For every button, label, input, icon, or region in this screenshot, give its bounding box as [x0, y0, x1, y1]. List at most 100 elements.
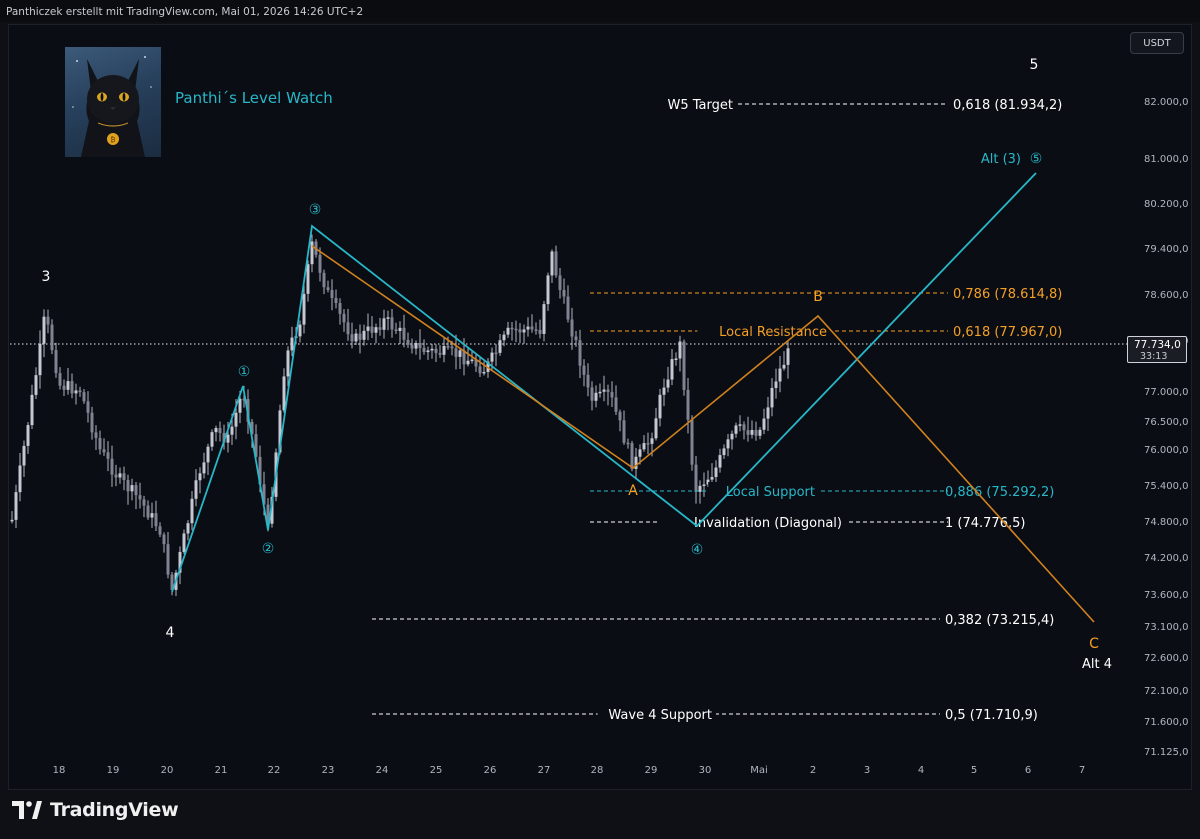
candle-body	[342, 313, 346, 323]
candle-body	[22, 445, 26, 466]
candle-body	[590, 387, 594, 401]
candle-body	[210, 432, 214, 447]
chart-pane[interactable]	[8, 24, 1192, 790]
candle-body	[230, 426, 234, 435]
candle-body	[282, 376, 286, 411]
candle-body	[162, 534, 166, 545]
tradingview-logo[interactable]: TradingView	[12, 797, 179, 823]
candle-body	[438, 352, 442, 355]
candle-body	[358, 333, 362, 340]
fib-level-value: 0,786 (78.614,8)	[953, 287, 1062, 302]
candle-body	[46, 316, 50, 325]
candle-body	[698, 485, 702, 492]
price-tick-label: 71.600,0	[1144, 717, 1189, 728]
time-tick-label: 27	[538, 765, 551, 776]
candle-body	[746, 430, 750, 435]
candle-body	[770, 387, 774, 408]
time-tick-label: 23	[322, 765, 335, 776]
candle-body	[90, 412, 94, 433]
candle-body	[526, 326, 530, 330]
time-axis[interactable]: 18 19 20 21 22 23 24 25 26 27 28 29 30 Mai 2 3 4 5 6 7	[53, 765, 1086, 776]
candle-body	[370, 326, 374, 333]
wave-label: 5	[1030, 57, 1039, 73]
wave-label: C	[1089, 636, 1099, 652]
candle-body	[786, 348, 790, 365]
candle-body	[758, 429, 762, 436]
candle-body	[82, 392, 86, 402]
candle-body	[630, 443, 634, 469]
candle-body	[778, 368, 782, 382]
candle-body	[454, 348, 458, 357]
candle-body	[762, 418, 766, 430]
candle-body	[710, 477, 714, 480]
candle-body	[242, 398, 246, 401]
candle-body	[634, 456, 638, 469]
candle-body	[58, 373, 62, 386]
price-tick-label: 74.200,0	[1144, 553, 1189, 564]
fib-level-value: 0,618 (81.934,2)	[953, 98, 1062, 113]
price-axis[interactable]: 82.000,0 81.000,0 80.200,0 79.400,0 78.600,0…	[1144, 97, 1189, 758]
candle-body	[706, 479, 710, 485]
current-price-badge: 77.734,0 33:13	[1127, 336, 1187, 363]
candle-body	[742, 424, 746, 431]
time-tick-label: 22	[268, 765, 281, 776]
candle-body	[298, 324, 302, 337]
time-tick-label: 28	[591, 765, 604, 776]
candle-body	[382, 318, 386, 330]
candle-body	[450, 346, 454, 349]
candle-body	[74, 390, 78, 394]
candle-body	[186, 523, 190, 534]
elliott-wave-impulse[interactable]	[171, 172, 1037, 593]
candle-body	[170, 574, 174, 590]
candle-body	[614, 397, 618, 412]
candle-body	[18, 465, 22, 493]
candle-body	[482, 371, 486, 374]
candle-body	[682, 341, 686, 390]
fib-level-value: 0,618 (77.967,0)	[953, 325, 1062, 340]
candle-body	[130, 485, 134, 492]
time-tick-label: 7	[1079, 765, 1085, 776]
candle-body	[562, 289, 566, 297]
candle-body	[594, 392, 598, 401]
candle-body	[610, 391, 614, 398]
candle-body	[466, 360, 470, 365]
candle-body	[138, 495, 142, 500]
candle-body	[310, 241, 314, 265]
candle-body	[702, 484, 706, 487]
candle-body	[30, 394, 34, 426]
candle-body	[62, 385, 66, 390]
candle-body	[254, 434, 258, 457]
chart-header: Panthiczek erstellt mit TradingView.com,…	[0, 0, 1200, 22]
wave-paths	[171, 172, 1095, 623]
currency-selector[interactable]: USDT	[1130, 32, 1184, 54]
candle-body	[322, 272, 326, 288]
candle-body	[622, 420, 626, 443]
candle-body	[686, 389, 690, 420]
candle-body	[386, 317, 390, 319]
candle-body	[258, 456, 262, 485]
candle-body	[534, 329, 538, 331]
candle-body	[390, 317, 394, 330]
time-tick-label: 21	[215, 765, 228, 776]
candle-body	[122, 473, 126, 481]
candle-body	[402, 327, 406, 340]
candle-body	[362, 330, 366, 340]
candle-body	[766, 407, 770, 419]
candle-body	[378, 327, 382, 330]
fib-level-value: 0,5 (71.710,9)	[945, 708, 1038, 723]
wave-labels: 3 4 5 Alt 4 ① ② ③ ④ ⑤ Alt (3) A B C	[42, 57, 1112, 672]
candle-body	[406, 339, 410, 345]
candle-body	[530, 326, 534, 330]
candle-body	[458, 350, 462, 357]
candle-body	[642, 443, 646, 450]
candle-body	[626, 442, 630, 445]
fib-label-bg	[597, 705, 716, 723]
candle-body	[394, 329, 398, 331]
candle-body	[286, 350, 290, 377]
candle-body	[266, 504, 270, 524]
candle-body	[66, 381, 70, 390]
abc-correction-path[interactable]	[311, 245, 1095, 623]
candle-body	[490, 352, 494, 362]
price-tick-label: 79.400,0	[1144, 244, 1189, 255]
